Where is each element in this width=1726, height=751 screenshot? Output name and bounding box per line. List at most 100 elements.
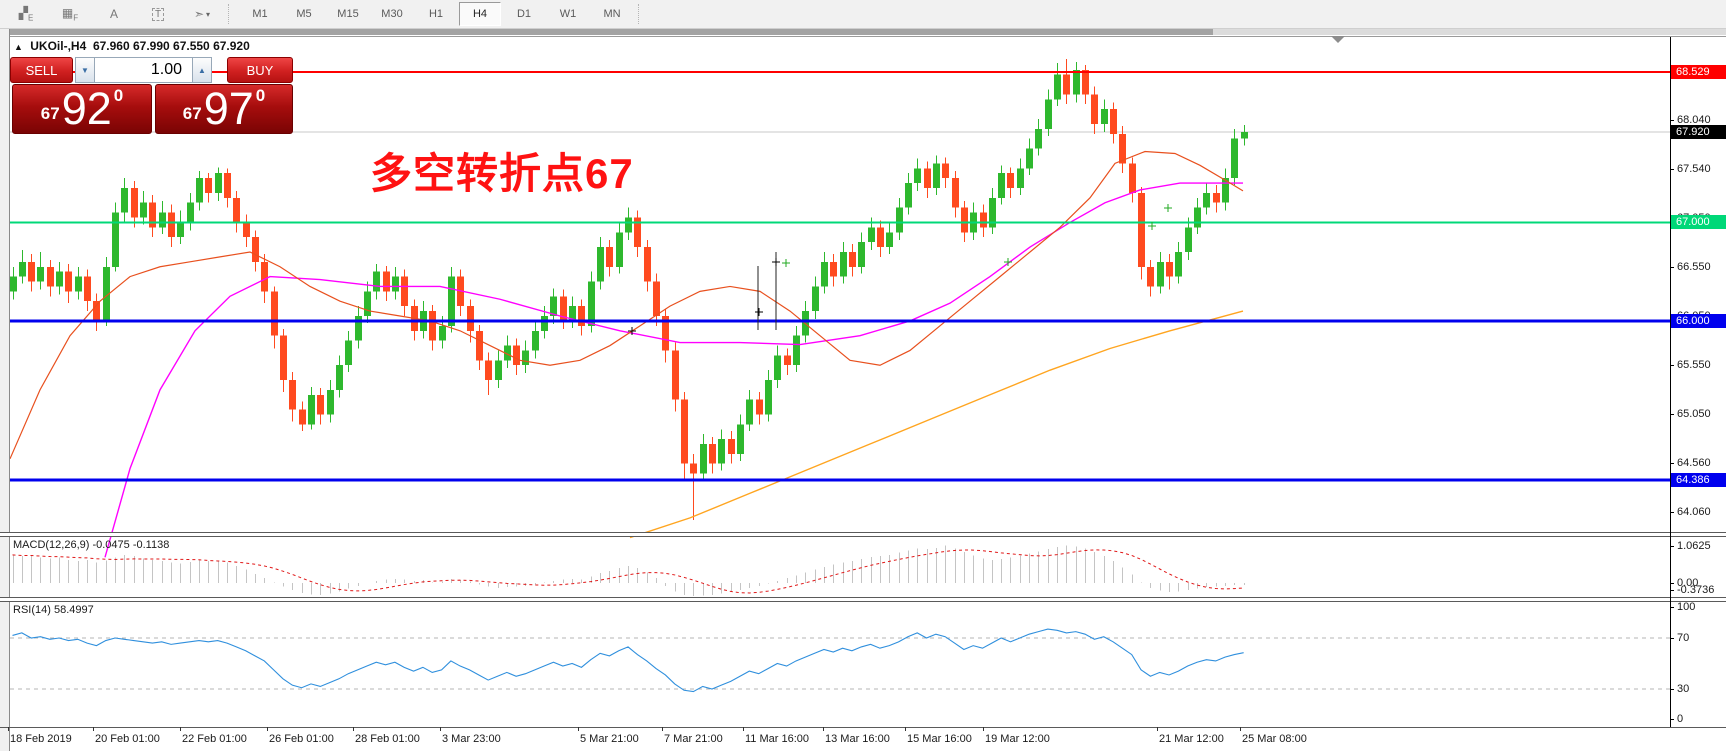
label-tool-icon: T xyxy=(151,7,165,21)
time-tick-label: 22 Feb 01:00 xyxy=(182,733,247,745)
price-level-badge: 67.000 xyxy=(1671,215,1726,229)
timeframe-button-W1[interactable]: W1 xyxy=(559,8,577,20)
time-tick-mark xyxy=(353,727,354,731)
sell-price-main: 92 xyxy=(61,83,112,134)
time-tick-mark xyxy=(743,727,744,731)
panel-separator[interactable] xyxy=(0,597,1726,602)
price-tick-label: 68.040 xyxy=(1677,114,1711,126)
ma-slow-line xyxy=(629,310,1244,539)
price-tick-mark xyxy=(1670,414,1674,415)
sell-price-sup: 0 xyxy=(113,86,124,105)
macd-tick-label: 0.00 xyxy=(1677,577,1699,589)
drawing-tools-group: ▞E ▦F A T ➣ ▾ xyxy=(4,2,224,26)
chart-left-frame xyxy=(0,28,10,751)
time-tick-label: 21 Mar 12:00 xyxy=(1159,733,1224,745)
chevron-up-icon: ▲ xyxy=(198,65,206,75)
timeframe-button-MN[interactable]: MN xyxy=(603,8,621,20)
fibonacci-tool-button[interactable]: ▦F xyxy=(49,2,91,26)
macd-tick-label: 1.0625 xyxy=(1677,540,1711,552)
price-level-badge: 64.386 xyxy=(1671,473,1726,487)
time-tick-label: 19 Mar 12:00 xyxy=(985,733,1050,745)
time-tick-label: 26 Feb 01:00 xyxy=(269,733,334,745)
sell-button[interactable]: SELL xyxy=(10,57,73,83)
price-tick-label: 67.540 xyxy=(1677,163,1711,175)
time-tick-mark xyxy=(8,727,9,731)
price-axis-line xyxy=(1670,37,1671,727)
pattern-tool-e-icon: ▞E xyxy=(18,5,34,23)
pattern-tool-e-button[interactable]: ▞E xyxy=(5,2,47,26)
price-tick-mark xyxy=(1670,463,1674,464)
buy-price-sup: 0 xyxy=(255,86,266,105)
buy-price-main: 97 xyxy=(203,83,254,134)
timeframe-button-M30[interactable]: M30 xyxy=(381,8,403,20)
chevron-down-icon: ▾ xyxy=(206,9,211,19)
chart-shift-marker-icon[interactable] xyxy=(1331,36,1345,43)
timeframe-button-D1[interactable]: D1 xyxy=(516,8,532,20)
rsi-tick-label: 30 xyxy=(1677,683,1690,695)
text-tool-icon: A xyxy=(109,7,118,21)
volume-decrease-button[interactable]: ▼ xyxy=(75,57,95,83)
price-level-badge: 67.920 xyxy=(1671,125,1726,139)
fibonacci-tool-icon: ▦F xyxy=(61,5,79,23)
timeframe-button-H4[interactable]: H4 xyxy=(459,2,501,26)
time-tick-mark xyxy=(267,727,268,731)
rsi-tick-label: 100 xyxy=(1677,601,1696,613)
arrows-tool-button[interactable]: ➣ ▾ xyxy=(181,2,223,26)
time-tick-label: 18 Feb 2019 xyxy=(10,733,72,745)
buy-button[interactable]: BUY xyxy=(227,57,293,83)
price-tick-mark xyxy=(1670,365,1674,366)
buy-price-display[interactable]: 67 97 0 xyxy=(155,84,293,134)
macd-tick-mark xyxy=(1670,583,1674,584)
time-tick-label: 28 Feb 01:00 xyxy=(355,733,420,745)
trade-controls-row: SELL ▼ ▲ BUY xyxy=(10,57,293,83)
macd-tick-label: -0.3736 xyxy=(1677,584,1715,596)
timeframe-button-M1[interactable]: M1 xyxy=(252,8,268,20)
ma-fast-line xyxy=(9,150,1244,460)
candles-layer xyxy=(10,58,1248,520)
volume-increase-button[interactable]: ▲ xyxy=(192,57,212,83)
chart-scrollbar-thumb[interactable] xyxy=(10,29,1213,35)
volume-input[interactable] xyxy=(95,57,192,83)
text-tool-button[interactable]: A xyxy=(93,2,135,26)
time-tick-label: 15 Mar 16:00 xyxy=(907,733,972,745)
macd-tick-mark xyxy=(1670,590,1674,591)
timeframe-button-H1[interactable]: H1 xyxy=(428,8,444,20)
time-tick-label: 3 Mar 23:00 xyxy=(442,733,501,745)
ohlc-values: 67.960 67.990 67.550 67.920 xyxy=(92,39,250,53)
rsi-tick-mark xyxy=(1670,689,1674,690)
time-tick-label: 13 Mar 16:00 xyxy=(825,733,890,745)
toolbar-separator xyxy=(638,4,644,24)
timeframe-button-M5[interactable]: M5 xyxy=(296,8,312,20)
chevron-down-icon: ▼ xyxy=(81,65,89,75)
rsi-tick-mark xyxy=(1670,607,1674,608)
toolbar: ▞E ▦F A T ➣ ▾ M1 M5 M15 M30 H1 H4 D1 W1 MN xyxy=(0,0,1726,29)
time-tick-mark xyxy=(905,727,906,731)
buy-price-prefix: 67 xyxy=(182,104,202,123)
macd-signal-line xyxy=(12,549,1244,594)
timeframe-button-M15[interactable]: M15 xyxy=(337,8,359,20)
panel-separator[interactable] xyxy=(0,532,1726,537)
price-tick-mark xyxy=(1670,169,1674,170)
price-level-badge: 68.529 xyxy=(1671,65,1726,79)
chart-top-border xyxy=(10,36,1726,37)
price-tick-mark xyxy=(1670,512,1674,513)
chart-header: ▲ UKOil-,H4 67.960 67.990 67.550 67.920 xyxy=(14,39,250,53)
time-tick-mark xyxy=(1157,727,1158,731)
rsi-title: RSI(14) 58.4997 xyxy=(13,604,94,616)
collapse-arrow-icon[interactable]: ▲ xyxy=(14,42,23,52)
price-tick-label: 64.560 xyxy=(1677,457,1711,469)
toolbar-separator xyxy=(228,4,234,24)
chart-text-annotation[interactable]: 多空转折点67 xyxy=(370,150,634,197)
time-tick-label: 7 Mar 21:00 xyxy=(664,733,723,745)
panel-separator xyxy=(0,727,1726,728)
time-tick-label: 20 Feb 01:00 xyxy=(95,733,160,745)
one-click-trading-panel: SELL ▼ ▲ BUY 67 92 0 67 97 0 xyxy=(10,56,293,135)
rsi-tick-label: 70 xyxy=(1677,632,1690,644)
time-tick-label: 25 Mar 08:00 xyxy=(1242,733,1307,745)
label-tool-button[interactable]: T xyxy=(137,2,179,26)
macd-layer xyxy=(13,545,1245,597)
rsi-tick-mark xyxy=(1670,719,1674,720)
sell-price-display[interactable]: 67 92 0 xyxy=(12,84,152,134)
macd-title: MACD(12,26,9) -0.0475 -0.1138 xyxy=(13,539,170,551)
